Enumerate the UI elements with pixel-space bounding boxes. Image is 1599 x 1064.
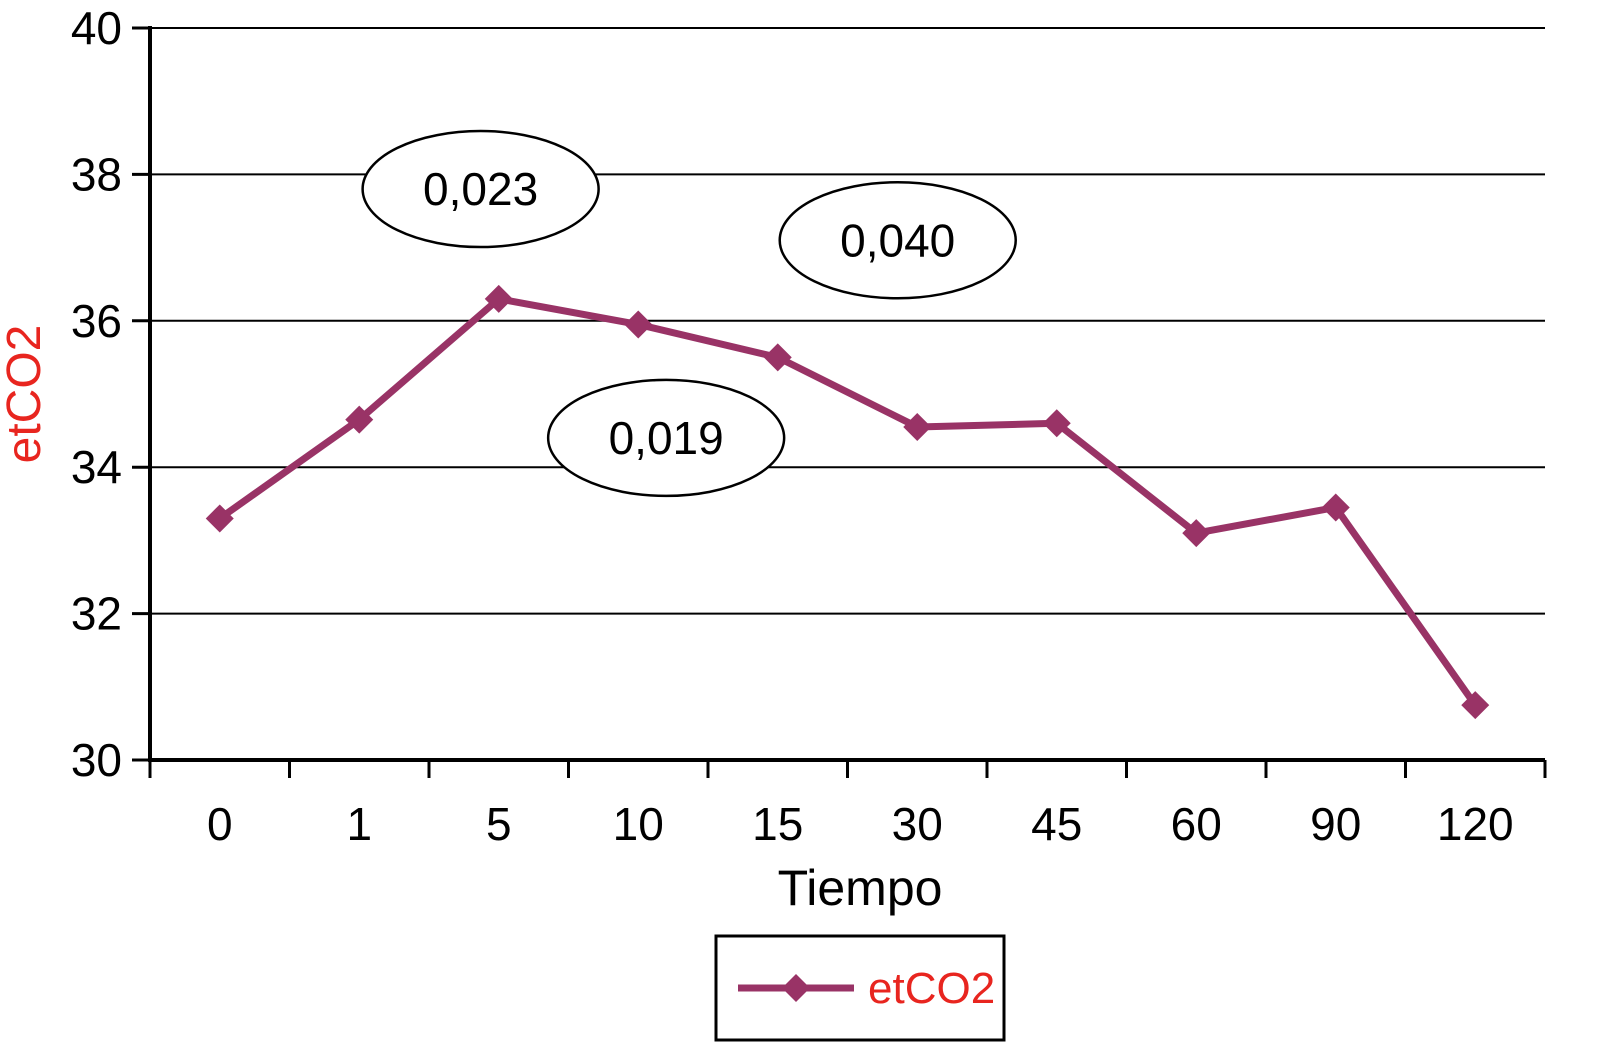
svg-text:38: 38 <box>71 148 122 200</box>
x-axis: 0 1 5 10 15 30 45 60 90 120 <box>148 758 1547 850</box>
legend: etCO2 <box>714 934 1006 1042</box>
svg-text:10: 10 <box>613 798 664 850</box>
svg-text:40: 40 <box>71 2 122 54</box>
svg-text:30: 30 <box>892 798 943 850</box>
svg-text:45: 45 <box>1031 798 1082 850</box>
svg-text:60: 60 <box>1171 798 1222 850</box>
svg-text:0,023: 0,023 <box>423 163 538 215</box>
p-value-annotations: 0,023 0,040 0,019 <box>361 129 1017 498</box>
svg-text:15: 15 <box>752 798 803 850</box>
svg-text:32: 32 <box>71 588 122 640</box>
etco2-series-line <box>216 295 1479 709</box>
svg-text:120: 120 <box>1437 798 1514 850</box>
legend-diamond-marker <box>782 974 810 1002</box>
legend-entry-etco2: etCO2 <box>868 964 995 1013</box>
etco2-series-markers <box>205 284 1490 720</box>
y-axis-title: etCO2 <box>0 325 51 464</box>
svg-text:90: 90 <box>1310 798 1361 850</box>
svg-text:36: 36 <box>71 295 122 347</box>
svg-text:1: 1 <box>346 798 372 850</box>
svg-text:34: 34 <box>71 441 122 493</box>
x-axis-title: Tiempo <box>778 860 943 916</box>
svg-text:0,019: 0,019 <box>609 412 724 464</box>
svg-text:5: 5 <box>486 798 512 850</box>
y-axis: 30 32 34 36 38 40 <box>71 2 152 786</box>
svg-text:0: 0 <box>207 798 233 850</box>
svg-text:30: 30 <box>71 734 122 786</box>
svg-text:0,040: 0,040 <box>840 214 955 266</box>
